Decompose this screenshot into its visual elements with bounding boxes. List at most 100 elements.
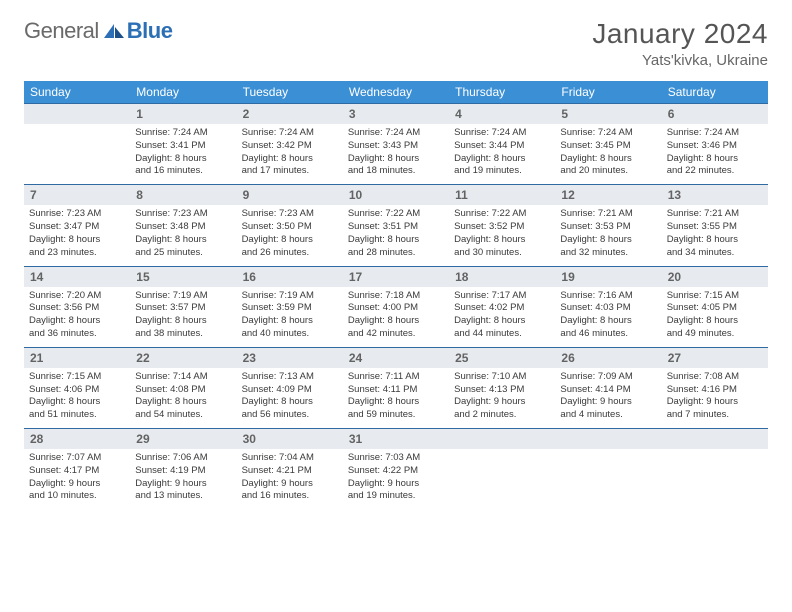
day-line: and 20 minutes. xyxy=(560,165,656,178)
day-number: 9 xyxy=(237,185,343,206)
day-cell: Sunrise: 7:15 AMSunset: 4:06 PMDaylight:… xyxy=(24,368,130,429)
day-line: Sunset: 4:21 PM xyxy=(242,465,338,478)
day-line: Daylight: 8 hours xyxy=(348,396,444,409)
day-line: and 23 minutes. xyxy=(29,247,125,260)
day-number xyxy=(449,429,555,450)
day-number: 16 xyxy=(237,266,343,287)
week-3-daynum-row: 21222324252627 xyxy=(24,347,768,368)
day-line: and 22 minutes. xyxy=(667,165,763,178)
day-line: Sunrise: 7:22 AM xyxy=(454,208,550,221)
day-cell: Sunrise: 7:13 AMSunset: 4:09 PMDaylight:… xyxy=(237,368,343,429)
day-line: Sunrise: 7:21 AM xyxy=(560,208,656,221)
day-line: Daylight: 8 hours xyxy=(667,234,763,247)
day-cell: Sunrise: 7:20 AMSunset: 3:56 PMDaylight:… xyxy=(24,287,130,348)
logo-text-1: General xyxy=(24,18,99,44)
day-line: Daylight: 8 hours xyxy=(242,315,338,328)
day-cell: Sunrise: 7:24 AMSunset: 3:43 PMDaylight:… xyxy=(343,124,449,185)
day-cell xyxy=(449,449,555,509)
day-cell: Sunrise: 7:11 AMSunset: 4:11 PMDaylight:… xyxy=(343,368,449,429)
day-line: Daylight: 8 hours xyxy=(454,153,550,166)
day-line: Sunrise: 7:24 AM xyxy=(242,127,338,140)
day-line: and 32 minutes. xyxy=(560,247,656,260)
week-1-body-row: Sunrise: 7:23 AMSunset: 3:47 PMDaylight:… xyxy=(24,205,768,266)
day-line: Daylight: 8 hours xyxy=(348,153,444,166)
week-0-body-row: Sunrise: 7:24 AMSunset: 3:41 PMDaylight:… xyxy=(24,124,768,185)
day-cell: Sunrise: 7:08 AMSunset: 4:16 PMDaylight:… xyxy=(662,368,768,429)
title-block: January 2024 Yats'kivka, Ukraine xyxy=(592,18,768,69)
day-cell: Sunrise: 7:23 AMSunset: 3:50 PMDaylight:… xyxy=(237,205,343,266)
day-line: Sunset: 3:42 PM xyxy=(242,140,338,153)
day-line: Sunrise: 7:24 AM xyxy=(667,127,763,140)
day-line: and 17 minutes. xyxy=(242,165,338,178)
day-number: 3 xyxy=(343,104,449,125)
day-number: 20 xyxy=(662,266,768,287)
day-line: Sunset: 4:00 PM xyxy=(348,302,444,315)
day-number: 2 xyxy=(237,104,343,125)
day-line: Sunset: 3:45 PM xyxy=(560,140,656,153)
day-line: Sunset: 3:43 PM xyxy=(348,140,444,153)
day-line: Sunset: 3:56 PM xyxy=(29,302,125,315)
day-line: Sunrise: 7:10 AM xyxy=(454,371,550,384)
day-number: 26 xyxy=(555,347,661,368)
day-line: Daylight: 8 hours xyxy=(29,396,125,409)
week-4-daynum-row: 28293031 xyxy=(24,429,768,450)
day-number: 24 xyxy=(343,347,449,368)
week-0-daynum-row: 123456 xyxy=(24,104,768,125)
day-line: Daylight: 8 hours xyxy=(560,234,656,247)
day-line: Daylight: 8 hours xyxy=(242,396,338,409)
day-cell: Sunrise: 7:24 AMSunset: 3:44 PMDaylight:… xyxy=(449,124,555,185)
day-line: and 7 minutes. xyxy=(667,409,763,422)
day-line: Sunset: 3:50 PM xyxy=(242,221,338,234)
day-number: 13 xyxy=(662,185,768,206)
day-cell: Sunrise: 7:15 AMSunset: 4:05 PMDaylight:… xyxy=(662,287,768,348)
day-line: Sunrise: 7:15 AM xyxy=(29,371,125,384)
day-line: Daylight: 9 hours xyxy=(667,396,763,409)
week-3-body-row: Sunrise: 7:15 AMSunset: 4:06 PMDaylight:… xyxy=(24,368,768,429)
day-number: 15 xyxy=(130,266,236,287)
day-cell: Sunrise: 7:23 AMSunset: 3:47 PMDaylight:… xyxy=(24,205,130,266)
day-line: Sunrise: 7:19 AM xyxy=(135,290,231,303)
day-line: Daylight: 8 hours xyxy=(560,315,656,328)
day-line: and 2 minutes. xyxy=(454,409,550,422)
day-line: and 54 minutes. xyxy=(135,409,231,422)
logo-text-2: Blue xyxy=(127,18,173,44)
day-line: Daylight: 9 hours xyxy=(454,396,550,409)
header: General Blue January 2024 Yats'kivka, Uk… xyxy=(24,18,768,69)
day-line: Daylight: 8 hours xyxy=(29,234,125,247)
page-title: January 2024 xyxy=(592,18,768,50)
day-line: Daylight: 9 hours xyxy=(242,478,338,491)
dow-sunday: Sunday xyxy=(24,81,130,104)
day-line: and 44 minutes. xyxy=(454,328,550,341)
dow-tuesday: Tuesday xyxy=(237,81,343,104)
day-line: and 36 minutes. xyxy=(29,328,125,341)
day-line: Sunset: 3:52 PM xyxy=(454,221,550,234)
day-line: Daylight: 8 hours xyxy=(560,153,656,166)
day-cell: Sunrise: 7:10 AMSunset: 4:13 PMDaylight:… xyxy=(449,368,555,429)
day-line: Sunrise: 7:23 AM xyxy=(242,208,338,221)
day-line: Sunrise: 7:04 AM xyxy=(242,452,338,465)
day-cell: Sunrise: 7:19 AMSunset: 3:57 PMDaylight:… xyxy=(130,287,236,348)
day-line: Sunset: 3:53 PM xyxy=(560,221,656,234)
day-cell xyxy=(662,449,768,509)
day-line: Daylight: 8 hours xyxy=(135,315,231,328)
day-cell: Sunrise: 7:04 AMSunset: 4:21 PMDaylight:… xyxy=(237,449,343,509)
day-line: Daylight: 9 hours xyxy=(135,478,231,491)
day-cell: Sunrise: 7:21 AMSunset: 3:55 PMDaylight:… xyxy=(662,205,768,266)
calendar-table: Sunday Monday Tuesday Wednesday Thursday… xyxy=(24,81,768,509)
day-line: Sunrise: 7:23 AM xyxy=(135,208,231,221)
day-cell: Sunrise: 7:24 AMSunset: 3:45 PMDaylight:… xyxy=(555,124,661,185)
day-number: 12 xyxy=(555,185,661,206)
day-line: Daylight: 9 hours xyxy=(29,478,125,491)
week-2-body-row: Sunrise: 7:20 AMSunset: 3:56 PMDaylight:… xyxy=(24,287,768,348)
day-line: Daylight: 9 hours xyxy=(560,396,656,409)
day-cell: Sunrise: 7:21 AMSunset: 3:53 PMDaylight:… xyxy=(555,205,661,266)
day-line: and 26 minutes. xyxy=(242,247,338,260)
day-line: Sunrise: 7:08 AM xyxy=(667,371,763,384)
day-line: Sunset: 4:09 PM xyxy=(242,384,338,397)
day-line: and 13 minutes. xyxy=(135,490,231,503)
day-line: Sunrise: 7:24 AM xyxy=(454,127,550,140)
day-line: Sunset: 4:17 PM xyxy=(29,465,125,478)
day-number: 6 xyxy=(662,104,768,125)
day-line: and 19 minutes. xyxy=(348,490,444,503)
day-line: Sunset: 4:06 PM xyxy=(29,384,125,397)
